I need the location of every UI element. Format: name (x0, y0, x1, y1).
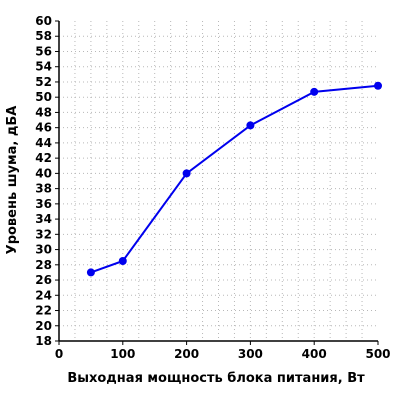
y-tick-label: 22 (35, 304, 52, 318)
y-tick-label: 38 (35, 182, 52, 196)
x-tick-label: 500 (365, 347, 390, 361)
y-tick-label: 30 (35, 243, 52, 257)
x-tick-label: 200 (174, 347, 199, 361)
y-tick-label: 20 (35, 319, 52, 333)
y-tick-label: 54 (35, 60, 52, 74)
y-tick-label: 56 (35, 44, 52, 58)
series-line (90, 84, 379, 274)
axes (55, 20, 379, 345)
y-tick-label: 58 (35, 29, 52, 43)
data-point (374, 81, 382, 90)
y-tick-label: 48 (35, 105, 52, 119)
data-point (86, 268, 95, 277)
y-tick-label: 34 (35, 212, 52, 226)
y-tick-label: 28 (35, 258, 52, 272)
y-tick-label: 50 (35, 90, 52, 104)
series (86, 81, 382, 277)
x-tick-label: 300 (238, 347, 263, 361)
y-axis-title: Уровень шума, дБА (5, 106, 20, 255)
y-tick-label: 44 (35, 136, 52, 150)
y-tick-label: 18 (35, 334, 52, 348)
y-tick-label: 26 (35, 273, 52, 287)
data-point (246, 121, 255, 130)
y-tick-label: 32 (35, 227, 52, 241)
grid (59, 21, 378, 341)
data-point (118, 257, 127, 265)
x-tick-label: 0 (55, 347, 63, 361)
y-tick-label: 46 (35, 121, 52, 135)
y-tick-label: 40 (35, 166, 52, 180)
data-point (310, 87, 319, 96)
y-tick-label: 52 (35, 75, 52, 89)
y-tick-label: 36 (35, 197, 52, 211)
x-tick-label: 400 (302, 347, 327, 361)
y-tick-label: 42 (35, 151, 52, 165)
y-tick-label: 24 (35, 288, 52, 302)
data-point (182, 169, 191, 178)
x-axis-title: Выходная мощность блока питания, Вт (67, 371, 365, 386)
x-tick-label: 100 (110, 347, 135, 361)
y-tick-label: 60 (35, 14, 52, 28)
